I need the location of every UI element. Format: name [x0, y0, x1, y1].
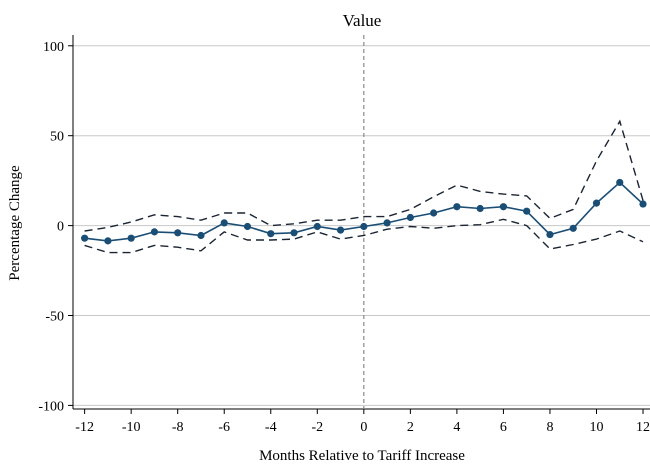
estimate-point — [290, 229, 298, 237]
x-tick-label: -2 — [311, 420, 323, 435]
estimate-point — [639, 200, 647, 208]
x-tick-label: -12 — [75, 420, 94, 435]
estimate-point — [453, 203, 461, 211]
series-layer — [81, 119, 647, 254]
x-tick-label: 8 — [546, 420, 553, 435]
estimate-point — [197, 231, 205, 240]
x-tick-label: -10 — [122, 420, 141, 435]
x-tick-label: -6 — [218, 420, 230, 435]
estimate-point — [313, 222, 321, 231]
x-axis-title: Months Relative to Tariff Increase — [259, 448, 465, 464]
lower-bound-line — [84, 218, 644, 254]
estimate-point — [174, 229, 182, 237]
x-tick-label: 0 — [360, 420, 367, 435]
x-tick-label: -8 — [172, 420, 184, 435]
estimate-point — [592, 199, 601, 207]
estimate-point — [430, 209, 438, 217]
estimate-point — [336, 226, 345, 234]
y-tick-label: -100 — [38, 399, 64, 414]
y-axis-title: Percentage Change — [7, 165, 23, 281]
y-tick-label: 0 — [57, 220, 64, 235]
estimate-point — [569, 224, 577, 232]
estimate-point — [104, 237, 112, 245]
x-tick-label: 10 — [589, 420, 603, 435]
estimate-point — [616, 178, 624, 187]
axes — [68, 35, 650, 414]
estimate-point — [383, 219, 391, 227]
upper-bound-line — [84, 119, 644, 232]
estimate-point — [476, 204, 484, 213]
estimate-point — [499, 203, 508, 211]
x-tick-label: 4 — [453, 420, 460, 435]
estimate-point — [220, 219, 228, 227]
chart-title: Value — [343, 11, 382, 30]
y-tick-label: 100 — [43, 40, 64, 55]
estimate-point — [81, 234, 89, 242]
x-tick-label: 12 — [636, 420, 650, 435]
y-tick-label: 50 — [50, 130, 64, 145]
x-tick-label: -4 — [265, 420, 277, 435]
estimate-point — [150, 228, 159, 236]
estimate-point — [360, 222, 368, 231]
estimate-point — [127, 234, 135, 242]
x-tick-label: 6 — [500, 420, 507, 435]
estimate-point — [406, 213, 414, 222]
estimate-point — [243, 222, 252, 231]
x-tick-label: 2 — [407, 420, 414, 435]
tick-labels: 100 50 0 -50 -100 -12 -10 -8 -6 -4 -2 0 2 4 6 8 10 12 — [38, 40, 650, 435]
y-tick-label: -50 — [45, 310, 64, 325]
estimate-point — [546, 230, 554, 239]
estimate-point — [267, 230, 275, 238]
estimate-point — [523, 207, 531, 215]
